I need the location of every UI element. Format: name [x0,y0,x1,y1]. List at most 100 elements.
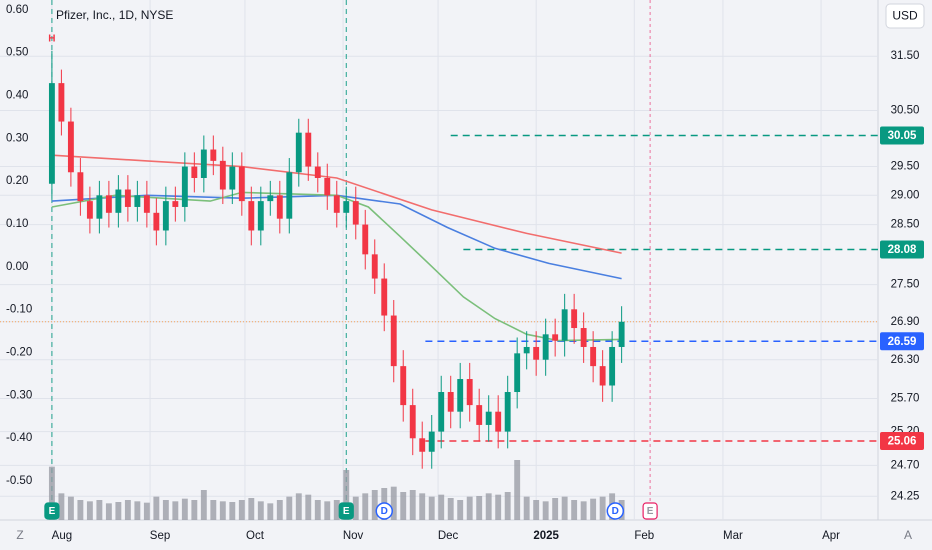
x-tick-label: Dec [438,530,459,542]
x-tick-label: Sep [150,530,170,542]
candle-body [143,195,150,213]
moving-average [51,194,622,280]
candle-body [229,166,236,190]
candle-body [115,189,122,213]
y-tick-label: 30.50 [891,105,920,117]
candle-body [428,431,435,452]
volume-bar [143,502,150,520]
event-label: D [381,506,388,517]
candle-body [124,189,131,207]
y2-tick-label: -0.40 [6,432,32,444]
volume-bar [371,490,378,520]
volume-bar [409,490,416,520]
candle-body [476,405,483,425]
volume-bar [219,501,226,520]
y-tick-label: 24.25 [891,490,920,502]
volume-bar [305,494,312,520]
volume-bar [77,500,84,520]
y2-tick-label: 0.10 [6,218,28,230]
y-tick-label: 29.00 [891,189,920,201]
corner-label[interactable]: A [904,528,912,542]
price-badge-label: 28.08 [888,244,917,256]
candle-body [552,334,559,341]
candle-body [191,166,198,178]
candle-body [314,166,321,178]
candle-body [77,172,84,202]
candle-body [286,172,293,219]
volume-bar [495,494,502,520]
x-tick-label: Mar [723,530,743,542]
candle-body [352,201,359,225]
candle-body [96,195,103,219]
candle-body [533,346,540,360]
y2-tick-label: 0.30 [6,132,28,144]
candle-body [504,392,511,432]
y2-tick-label: 0.00 [6,261,28,273]
moving-average [51,154,622,254]
currency-label[interactable]: USD [892,9,918,23]
candle-body [295,132,302,173]
volume-bar [590,498,597,520]
volume-bar [362,493,369,520]
y-tick-label: 25.70 [891,393,920,405]
volume-bar [561,496,568,520]
candle-body [210,149,217,161]
volume-bar [447,498,454,520]
volume-bar [580,501,587,520]
volume-bar [115,502,122,520]
volume-bar [352,496,359,520]
high-marker: H [48,34,55,45]
volume-bar [229,502,236,520]
x-tick-label: Nov [343,530,364,542]
candle-body [590,346,597,367]
volume-bar [324,501,331,520]
x-tick-label: Feb [634,530,654,542]
volume-bar [466,496,473,520]
y-tick-label: 26.30 [891,354,920,366]
volume-bar [172,501,179,520]
volume-bar [153,496,160,520]
price-badge-label: 30.05 [888,130,917,142]
candle-body [324,177,331,196]
volume-bar [86,501,93,520]
candle-body [67,121,74,173]
corner-label[interactable]: Z [16,528,23,542]
volume-bar [267,503,274,520]
candle-body [305,132,312,167]
volume-bar [276,500,283,520]
volume-bar [599,496,606,520]
volume-bar [523,496,530,520]
volume-bar [390,486,397,520]
price-badge [880,431,924,450]
volume-bar [58,493,65,520]
event-label: D [612,506,619,517]
candle-body [381,278,388,316]
event-label: E [343,506,350,517]
candle-body [86,201,93,219]
candle-body [580,328,587,347]
candle-body [162,201,169,231]
y2-tick-label: 0.20 [6,175,28,187]
candle-body [447,392,454,412]
currency-button[interactable] [885,3,925,29]
volume-bar [134,501,141,520]
volume-bar [571,500,578,520]
candle-body [200,149,207,178]
y-tick-label: 31.50 [891,50,920,62]
event-marker [606,502,625,520]
event-marker [44,502,60,520]
volume-bar [295,493,302,520]
event-label: E [647,506,654,517]
x-tick-label: 2025 [533,530,559,542]
y2-tick-label: -0.30 [6,389,32,401]
candle-body [390,315,397,367]
candle-body [495,411,502,432]
candle-body [371,254,378,279]
candle-body [181,166,188,207]
volume-bar [48,466,55,520]
event-marker [642,502,658,520]
volume-bar [514,460,521,520]
volume-bar [124,500,131,520]
volume-bar [438,494,445,520]
event-marker [375,502,393,520]
